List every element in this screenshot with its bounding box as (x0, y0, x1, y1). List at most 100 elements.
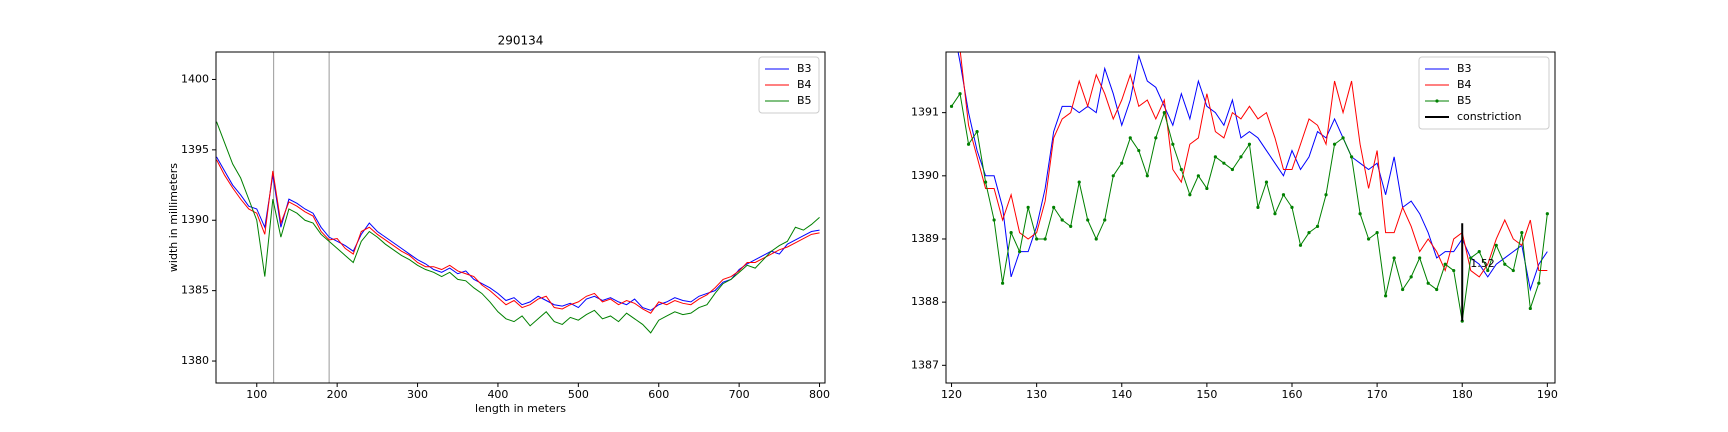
y-axis-label: width in millimeters (167, 163, 180, 272)
series-marker (1128, 136, 1132, 140)
series-marker (1528, 306, 1532, 311)
series-marker (1358, 212, 1362, 216)
series-marker (1273, 212, 1277, 216)
series-marker (1281, 193, 1286, 197)
series-marker (1469, 256, 1473, 260)
series-marker (1154, 136, 1158, 140)
series-marker (1307, 231, 1311, 235)
series-marker (1026, 205, 1030, 209)
x-tick-label: 160 (1281, 388, 1302, 401)
series-marker (1052, 205, 1056, 209)
legend-label: B5 (797, 94, 812, 107)
series-marker (1452, 268, 1456, 273)
series-marker (1332, 142, 1337, 146)
series-marker (1239, 155, 1243, 159)
series-marker (1426, 281, 1430, 285)
y-tick-label: 1391 (911, 106, 939, 119)
series-marker (1179, 167, 1183, 172)
legend-box (1418, 56, 1550, 130)
series-marker (1247, 142, 1252, 146)
x-tick-label: 130 (1026, 388, 1047, 401)
series-marker (1443, 262, 1447, 266)
series-marker (1384, 294, 1388, 298)
series-marker (1349, 155, 1354, 159)
series-marker (966, 142, 971, 146)
series-marker (1086, 218, 1090, 222)
series-marker (1298, 243, 1303, 247)
series-marker (1213, 155, 1217, 159)
series-line (216, 159, 820, 314)
plot-frame (215, 51, 826, 384)
series-marker (1435, 287, 1439, 292)
x-tick-label: 190 (1537, 388, 1558, 401)
series-marker (1375, 231, 1379, 235)
series-line (216, 156, 820, 311)
series-marker (1520, 231, 1524, 235)
legend-label: B3 (797, 62, 812, 75)
x-tick-label: 500 (568, 388, 589, 401)
legend-label: B3 (1457, 62, 1472, 75)
series-marker (1137, 148, 1141, 153)
series-marker (1366, 237, 1371, 241)
series-marker (992, 218, 996, 222)
series-marker (1324, 193, 1328, 197)
x-tick-label: 150 (1196, 388, 1217, 401)
series-marker (975, 129, 979, 134)
series-marker (1222, 161, 1226, 165)
series-marker (1145, 174, 1149, 178)
series-marker (1545, 212, 1549, 216)
series-marker (1401, 287, 1405, 292)
x-tick-label: 800 (809, 388, 830, 401)
series-marker (1035, 237, 1039, 241)
x-tick-label: 100 (246, 388, 267, 401)
series-marker (1188, 193, 1192, 197)
y-tick-label: 1388 (911, 295, 939, 308)
y-tick-label: 1390 (911, 169, 939, 182)
series-marker (1511, 268, 1515, 273)
series-marker (1486, 268, 1490, 273)
series-marker (1120, 161, 1124, 165)
series-marker (1094, 237, 1098, 241)
series-marker (1060, 218, 1064, 222)
series-marker (1077, 180, 1081, 184)
annotation: 1.52 (1470, 257, 1495, 270)
series-marker (1503, 262, 1507, 266)
series-marker (1477, 250, 1481, 254)
series-marker (1315, 224, 1320, 228)
series-marker (1069, 224, 1073, 228)
series-marker (1230, 167, 1235, 172)
series-line (957, 52, 1548, 292)
series-marker (1409, 275, 1413, 279)
legend-label: B5 (1457, 94, 1472, 107)
series-marker (1162, 111, 1166, 115)
legend-label: constriction (1457, 110, 1522, 123)
series-marker (1043, 237, 1047, 241)
series-marker (1103, 218, 1107, 222)
series-marker (1171, 142, 1175, 146)
series-marker (949, 104, 954, 108)
y-tick-label: 1400 (181, 72, 209, 85)
series-marker (1009, 231, 1013, 235)
legend-marker (1435, 99, 1439, 103)
series-marker (1290, 205, 1294, 209)
legend-label: B4 (1457, 78, 1472, 91)
series-marker (1418, 256, 1422, 260)
x-tick-label: 120 (941, 388, 962, 401)
series-line (216, 121, 820, 334)
x-tick-label: 200 (327, 388, 348, 401)
series-marker (1001, 281, 1005, 285)
series-marker (1205, 186, 1209, 191)
x-tick-label: 140 (1111, 388, 1132, 401)
series-marker (1392, 256, 1396, 260)
x-tick-label: 170 (1367, 388, 1388, 401)
plot-frame (945, 51, 1556, 384)
y-tick-label: 1390 (181, 213, 209, 226)
legend-label: B4 (797, 78, 812, 91)
y-tick-label: 1387 (911, 358, 939, 371)
x-tick-label: 600 (648, 388, 669, 401)
series-marker (958, 92, 962, 96)
series-marker (983, 180, 988, 184)
series-marker (1111, 174, 1115, 178)
